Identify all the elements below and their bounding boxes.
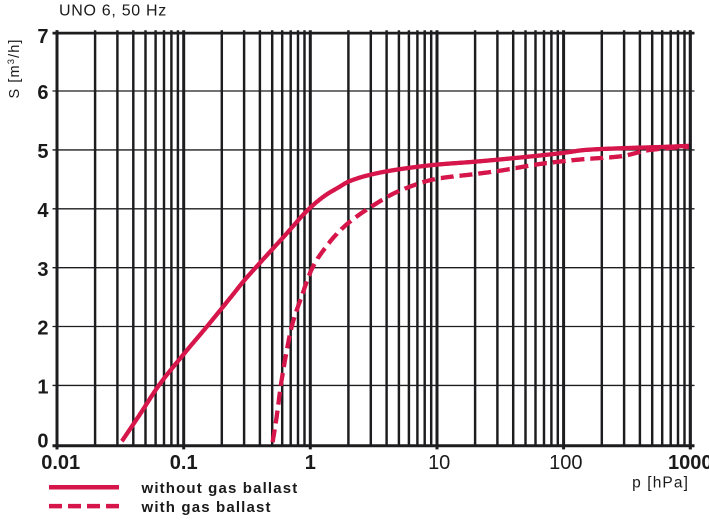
svg-text:p [hPa]: p [hPa] xyxy=(632,475,689,492)
svg-text:10: 10 xyxy=(428,452,450,474)
svg-text:4: 4 xyxy=(37,200,49,222)
svg-text:0.01: 0.01 xyxy=(41,452,80,474)
svg-text:7: 7 xyxy=(37,26,48,48)
svg-text:2: 2 xyxy=(37,318,48,340)
svg-text:3: 3 xyxy=(37,259,48,281)
svg-text:6: 6 xyxy=(37,82,48,104)
svg-text:100: 100 xyxy=(549,452,582,474)
svg-text:0.1: 0.1 xyxy=(170,452,198,474)
svg-text:1: 1 xyxy=(37,377,48,399)
svg-text:1000: 1000 xyxy=(668,452,709,474)
svg-text:S [m3/h]: S [m3/h] xyxy=(6,38,23,98)
svg-text:0: 0 xyxy=(37,431,48,453)
svg-text:with gas ballast: with gas ballast xyxy=(141,499,272,516)
svg-text:5: 5 xyxy=(37,141,48,163)
svg-text:without gas ballast: without gas ballast xyxy=(141,480,299,497)
svg-text:1: 1 xyxy=(305,452,316,474)
svg-text:UNO 6, 50 Hz: UNO 6, 50 Hz xyxy=(59,2,167,19)
